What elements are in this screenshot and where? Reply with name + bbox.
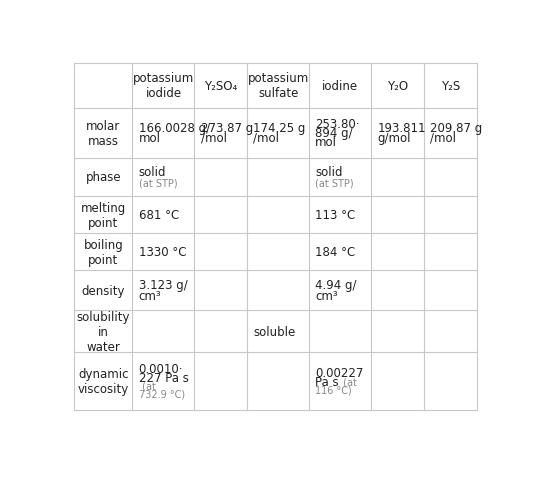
Text: solubility
in
water: solubility in water (77, 310, 130, 353)
Text: Pa s: Pa s (316, 375, 339, 388)
Text: (at: (at (138, 381, 155, 391)
Text: 253.80·: 253.80· (316, 118, 360, 131)
Text: /mol: /mol (253, 132, 280, 144)
Text: mol: mol (138, 132, 161, 144)
Text: density: density (82, 284, 125, 297)
Text: 4.94 g/: 4.94 g/ (316, 278, 357, 291)
Text: 0.00227: 0.00227 (316, 367, 364, 380)
Text: 681 °C: 681 °C (138, 209, 179, 222)
Text: Y₂O: Y₂O (387, 80, 408, 93)
Text: mol: mol (316, 136, 337, 149)
Text: solid: solid (316, 166, 343, 179)
Text: /mol: /mol (201, 132, 227, 144)
Text: 0.0010·: 0.0010· (138, 362, 183, 375)
Text: boiling
point: boiling point (83, 238, 123, 266)
Text: 184 °C: 184 °C (316, 245, 355, 259)
Text: potassium
iodide: potassium iodide (133, 72, 194, 100)
Text: Y₂S: Y₂S (440, 80, 460, 93)
Text: 227 Pa s: 227 Pa s (138, 371, 189, 384)
Text: solid: solid (138, 166, 166, 179)
Text: 116 °C): 116 °C) (316, 385, 352, 395)
Text: dynamic
viscosity: dynamic viscosity (78, 368, 129, 396)
Text: (at: (at (340, 376, 357, 386)
Text: soluble: soluble (253, 325, 295, 338)
Text: potassium
sulfate: potassium sulfate (247, 72, 309, 100)
Text: (at STP): (at STP) (138, 178, 177, 188)
Text: g/mol: g/mol (377, 132, 411, 144)
Text: 732.9 °C): 732.9 °C) (138, 389, 185, 399)
Text: molar
mass: molar mass (86, 120, 120, 147)
Text: 894 g/: 894 g/ (316, 127, 353, 140)
Text: phase: phase (86, 171, 121, 184)
Text: cm³: cm³ (316, 289, 338, 302)
Text: melting
point: melting point (81, 201, 126, 229)
Text: 209.87 g: 209.87 g (430, 122, 482, 135)
Text: cm³: cm³ (138, 289, 161, 302)
Text: 1330 °C: 1330 °C (138, 245, 186, 259)
Text: iodine: iodine (322, 80, 358, 93)
Text: (at STP): (at STP) (316, 178, 354, 188)
Text: 273.87 g: 273.87 g (201, 122, 253, 135)
Text: 113 °C: 113 °C (316, 209, 355, 222)
Text: 174.25 g: 174.25 g (253, 122, 306, 135)
Text: /mol: /mol (430, 132, 456, 144)
Text: Y₂SO₄: Y₂SO₄ (204, 80, 238, 93)
Text: 166.0028 g/: 166.0028 g/ (138, 122, 210, 135)
Text: 3.123 g/: 3.123 g/ (138, 278, 187, 291)
Text: 193.811: 193.811 (377, 122, 426, 135)
